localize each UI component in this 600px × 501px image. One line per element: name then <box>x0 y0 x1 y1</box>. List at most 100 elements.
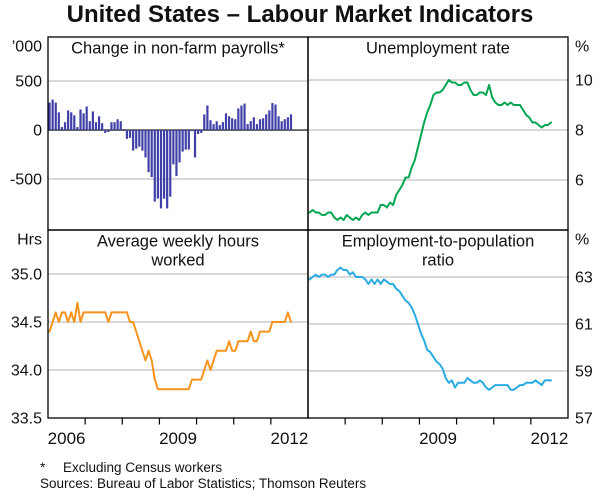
payrolls-bar <box>169 130 172 197</box>
payrolls-bar <box>73 115 76 131</box>
axis-unit-label: % <box>575 39 589 56</box>
payrolls-bar <box>156 130 159 199</box>
footnote-text: Excluding Census workers <box>63 460 223 475</box>
payrolls-bar <box>227 116 231 131</box>
payrolls-bar <box>122 129 125 131</box>
payrolls-bar <box>203 114 206 131</box>
page-title: United States – Labour Market Indicators <box>66 1 534 28</box>
payrolls-bar <box>255 124 259 131</box>
footnote-marker: * <box>40 460 46 475</box>
y-tick-label: 61 <box>575 317 593 334</box>
payrolls-bar <box>57 112 60 131</box>
payrolls-bar <box>187 130 190 150</box>
panel-title: Employment-to-population <box>342 233 535 251</box>
payrolls-bar <box>262 118 265 131</box>
panel-title: Unemployment rate <box>366 40 510 58</box>
payrolls-bar <box>159 130 163 209</box>
panel-border <box>307 229 569 419</box>
payrolls-bar <box>82 113 85 131</box>
payrolls-bar <box>85 106 88 131</box>
payrolls-bar <box>48 102 51 131</box>
payrolls-bar <box>268 110 271 131</box>
panel-payrolls: 500 0 -500 ’000 Change in non-farm payrolls* <box>10 36 309 231</box>
panel-border <box>47 36 309 231</box>
payrolls-bar <box>258 119 262 131</box>
axis-unit-label: Hrs <box>17 232 42 249</box>
payrolls-bar <box>150 130 153 178</box>
payrolls-bar <box>79 109 82 131</box>
payrolls-bar <box>243 103 246 131</box>
y-tick-label: 63 <box>575 270 593 287</box>
y-tick-label: 33.5 <box>11 411 42 428</box>
payrolls-bar <box>215 121 218 131</box>
payrolls-bar <box>249 121 252 131</box>
x-axis-right: 2009 2012 <box>344 418 568 448</box>
y-tick-label: 8 <box>575 123 584 140</box>
payrolls-bar <box>51 99 54 131</box>
payrolls-bar <box>221 122 224 131</box>
panel-border <box>307 36 569 231</box>
payrolls-bar <box>132 130 135 151</box>
payrolls-bar <box>138 130 141 147</box>
payrolls-bar <box>54 102 57 131</box>
payrolls-bar <box>265 114 268 131</box>
y-tick-label: 10 <box>575 73 593 90</box>
payrolls-bar <box>193 130 197 158</box>
payrolls-bar <box>209 120 212 131</box>
y-tick-label: 59 <box>575 364 593 381</box>
axis-unit-label: % <box>575 232 589 249</box>
payrolls-bar <box>212 124 215 131</box>
panel-title: worked <box>150 252 204 270</box>
panel-hours: 35.0 34.5 34.0 33.5 Hrs Average weekly hoursw… <box>11 229 309 428</box>
payrolls-bar <box>94 122 98 131</box>
payrolls-bar <box>190 130 194 132</box>
hours-line <box>48 301 292 391</box>
payrolls-bar <box>175 130 178 177</box>
payrolls-bar <box>234 119 237 131</box>
y-tick-label: 500 <box>15 74 42 91</box>
y-tick-label: 6 <box>575 173 584 190</box>
y-tick-label: 34.5 <box>11 314 42 331</box>
panel-unemployment: 10 8 6% Unemployment rate <box>307 36 593 231</box>
payrolls-bar <box>166 130 169 209</box>
payrolls-bar <box>197 130 200 134</box>
payrolls-bar <box>91 111 94 131</box>
x-tick-label: 2006 <box>48 429 86 448</box>
panel-title: ratio <box>422 252 454 270</box>
payrolls-bar <box>116 119 119 131</box>
payrolls-bar <box>271 103 274 131</box>
payrolls-bar <box>200 130 203 133</box>
payrolls-bar <box>218 125 221 131</box>
payrolls-bar <box>246 124 249 131</box>
unemployment-line <box>308 79 552 221</box>
payrolls-bar <box>119 121 122 131</box>
payrolls-bar <box>88 121 91 131</box>
payrolls-bar <box>107 130 110 132</box>
payrolls-bar <box>153 130 156 202</box>
payrolls-bar <box>184 130 187 150</box>
payrolls-bar <box>289 114 293 131</box>
payrolls-bar <box>172 130 175 165</box>
x-axis-left: 2006 2009 2012 <box>48 418 308 448</box>
x-tick-label: 2009 <box>419 429 457 448</box>
payrolls-bar <box>125 130 129 139</box>
payrolls-bar <box>60 127 64 131</box>
payrolls-bar <box>97 116 101 131</box>
payrolls-bar <box>237 108 240 131</box>
employment-to-population-line <box>308 266 552 391</box>
payrolls-bar <box>283 119 286 131</box>
payrolls-bar <box>162 130 166 199</box>
payrolls-bar <box>277 116 280 131</box>
payrolls-bar <box>101 123 104 131</box>
x-tick-label: 2009 <box>159 429 197 448</box>
payrolls-bar <box>76 127 79 131</box>
payrolls-bar <box>274 104 277 131</box>
payrolls-bar <box>286 117 289 131</box>
payrolls-bar <box>178 130 181 163</box>
payrolls-bar <box>181 130 184 152</box>
footnote-line: * Excluding Census workers <box>40 460 366 476</box>
axis-unit-label: ’000 <box>12 39 42 56</box>
payrolls-bar <box>104 130 107 133</box>
